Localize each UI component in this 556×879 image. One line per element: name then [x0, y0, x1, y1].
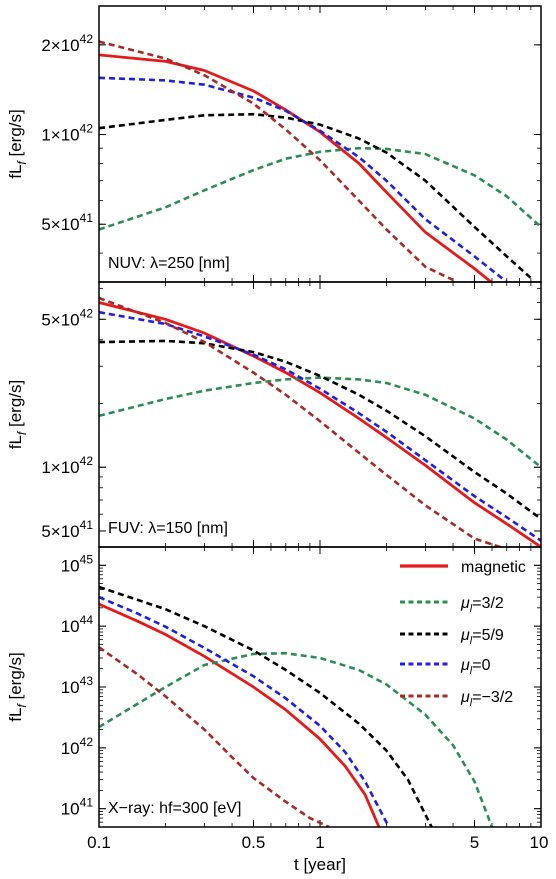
- y-tick-label: 1043: [61, 674, 94, 697]
- chart-panel-1: 5×1041 1×1042 2×1042 NUV: λ=250 [nm] fLf [er…: [6, 5, 542, 283]
- y-tick-label: 1044: [61, 613, 94, 636]
- x-tick-label: 0.5: [242, 833, 266, 852]
- y-tick-label: 1042: [61, 735, 94, 758]
- series-line-zero: [99, 595, 391, 827]
- y-axis-label: fLf [erg/s]: [6, 109, 29, 179]
- series-group: [99, 296, 541, 547]
- series-line-m32: [99, 646, 330, 827]
- series-line-p59: [99, 585, 433, 827]
- legend-label-zero: μl=0: [460, 657, 491, 677]
- series-line-m32: [99, 296, 505, 547]
- y-tick-label: 1045: [61, 552, 94, 575]
- y-tick-label: 5×1041: [41, 211, 93, 234]
- legend-label-p32: μl=3/2: [460, 595, 504, 615]
- y-tick-label: 1×1042: [41, 454, 93, 477]
- chart-panel-2: 5×1041 1×1042 5×1042 FUV: λ=150 [nm] fLf [er…: [6, 281, 542, 548]
- y-tick-label: 5×1042: [41, 306, 93, 329]
- series-line-p59: [99, 339, 541, 520]
- series-line-zero: [99, 310, 541, 542]
- series-line-m32: [99, 40, 454, 282]
- x-tick-label: 1: [315, 833, 324, 852]
- series-group: [99, 585, 494, 827]
- plot-frame: [98, 546, 542, 828]
- series-line-p32: [99, 376, 541, 469]
- panel-label: FUV: λ=150 [nm]: [108, 520, 228, 537]
- series-line-magnetic: [99, 301, 541, 547]
- legend: magnetic μl=3/2 μl=5/9 μl=0 μl=−3/2: [400, 559, 526, 709]
- x-tick-label: 10: [530, 833, 549, 852]
- y-axis-label: fLf [erg/s]: [6, 652, 29, 722]
- y-tick-label: 1041: [61, 796, 94, 819]
- legend-label-p59: μl=5/9: [460, 627, 504, 647]
- series-line-p59: [99, 112, 532, 279]
- series-line-p32: [99, 146, 541, 231]
- x-axis-label: t [year]: [294, 855, 346, 874]
- panel-label: NUV: λ=250 [nm]: [108, 255, 230, 272]
- series-group: [99, 40, 541, 282]
- legend-label-m32: μl=−3/2: [460, 689, 513, 709]
- x-tick-label: 5: [470, 833, 479, 852]
- panel-label: X−ray: hf=300 [eV]: [108, 800, 241, 817]
- y-tick-label: 2×1042: [41, 32, 93, 55]
- chart-panel-3: 1041 1042 1043 1044 1045 X−ray: hf=300 [eV] fL…: [6, 546, 542, 828]
- legend-label-magnetic: magnetic: [461, 559, 526, 576]
- panels: 5×1041 1×1042 2×1042 NUV: λ=250 [nm] fLf [er…: [6, 5, 549, 852]
- y-tick-label: 1×1042: [41, 122, 93, 145]
- series-line-zero: [99, 76, 508, 282]
- y-tick-label: 5×1041: [41, 518, 93, 541]
- series-line-p32: [99, 651, 494, 827]
- series-line-magnetic: [99, 602, 381, 827]
- x-tick-label: 0.1: [87, 833, 111, 852]
- y-axis-label: fLf [erg/s]: [6, 380, 29, 450]
- plot-frame: [98, 5, 542, 283]
